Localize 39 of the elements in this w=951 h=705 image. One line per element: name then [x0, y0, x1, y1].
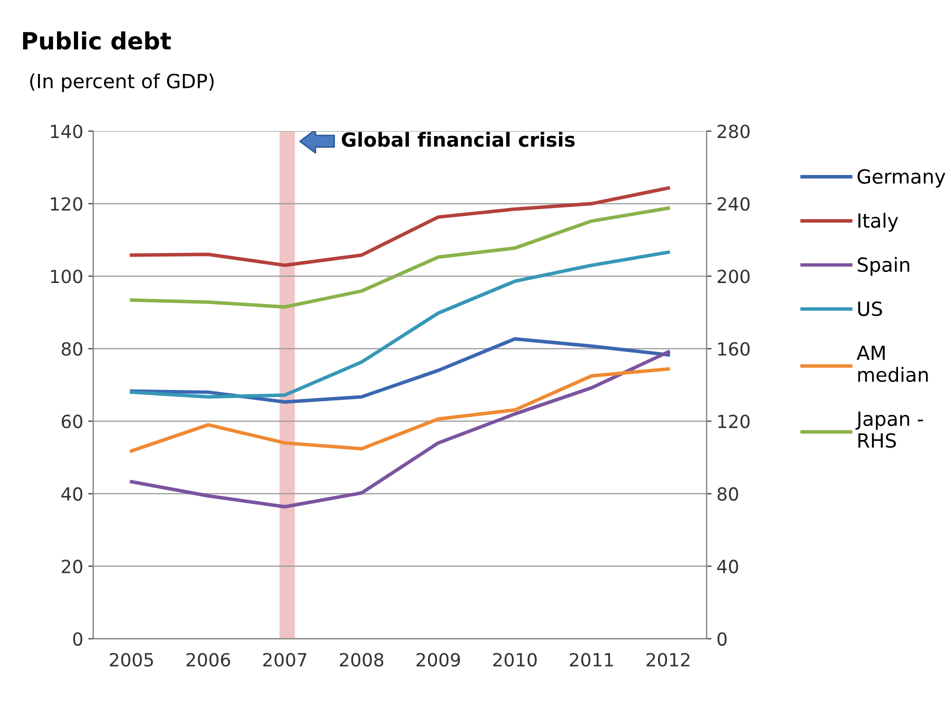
x-tick-label: 2005 — [110, 652, 153, 667]
legend-label: Italy — [858, 212, 898, 232]
line-series — [130, 250, 670, 399]
band-label: Global financial crisis — [342, 132, 575, 147]
y2-tick-label: 0 — [718, 632, 727, 646]
y-tick-label: 100 — [50, 270, 82, 284]
x-tick-label: 2011 — [570, 652, 613, 667]
y-tick-label: 40 — [61, 487, 82, 501]
line-series — [130, 206, 670, 309]
y2-tick-label: 240 — [718, 197, 750, 211]
y-tick-label: 60 — [62, 414, 82, 428]
y-tick-label: 140 — [50, 124, 82, 138]
legend-label: Spain — [858, 256, 910, 276]
y-tick-label: 0 — [73, 632, 82, 646]
line-series — [130, 367, 670, 453]
y-tick-label: 80 — [62, 342, 82, 356]
y2-tick-label: 80 — [718, 487, 738, 501]
x-tick-label: 2006 — [186, 652, 230, 667]
x-tick-label: 2007 — [263, 652, 306, 667]
legend-label: Japan - RHS — [856, 412, 923, 448]
y2-tick-label: 280 — [718, 124, 750, 138]
y2-tick-label: 120 — [718, 414, 750, 428]
x-tick-label: 2008 — [340, 652, 384, 667]
chart-subtitle: (In percent of GDP) — [30, 73, 214, 92]
legend-label: Germany — [858, 169, 946, 188]
line-series — [130, 350, 670, 508]
y2-tick-label: 160 — [718, 342, 750, 356]
y-tick-label: 120 — [50, 197, 82, 211]
y2-tick-label: 200 — [718, 270, 750, 284]
chart-title: Public debt — [23, 31, 171, 50]
line-series — [130, 337, 670, 404]
y-tick-label: 20 — [62, 560, 82, 574]
line-series — [130, 186, 670, 268]
x-tick-label: 2010 — [493, 652, 537, 667]
y2-tick-label: 40 — [717, 560, 738, 574]
legend-label: AM median — [856, 346, 928, 382]
x-tick-label: 2012 — [646, 652, 690, 667]
legend-label: US — [858, 301, 882, 316]
x-tick-label: 2009 — [416, 652, 460, 667]
